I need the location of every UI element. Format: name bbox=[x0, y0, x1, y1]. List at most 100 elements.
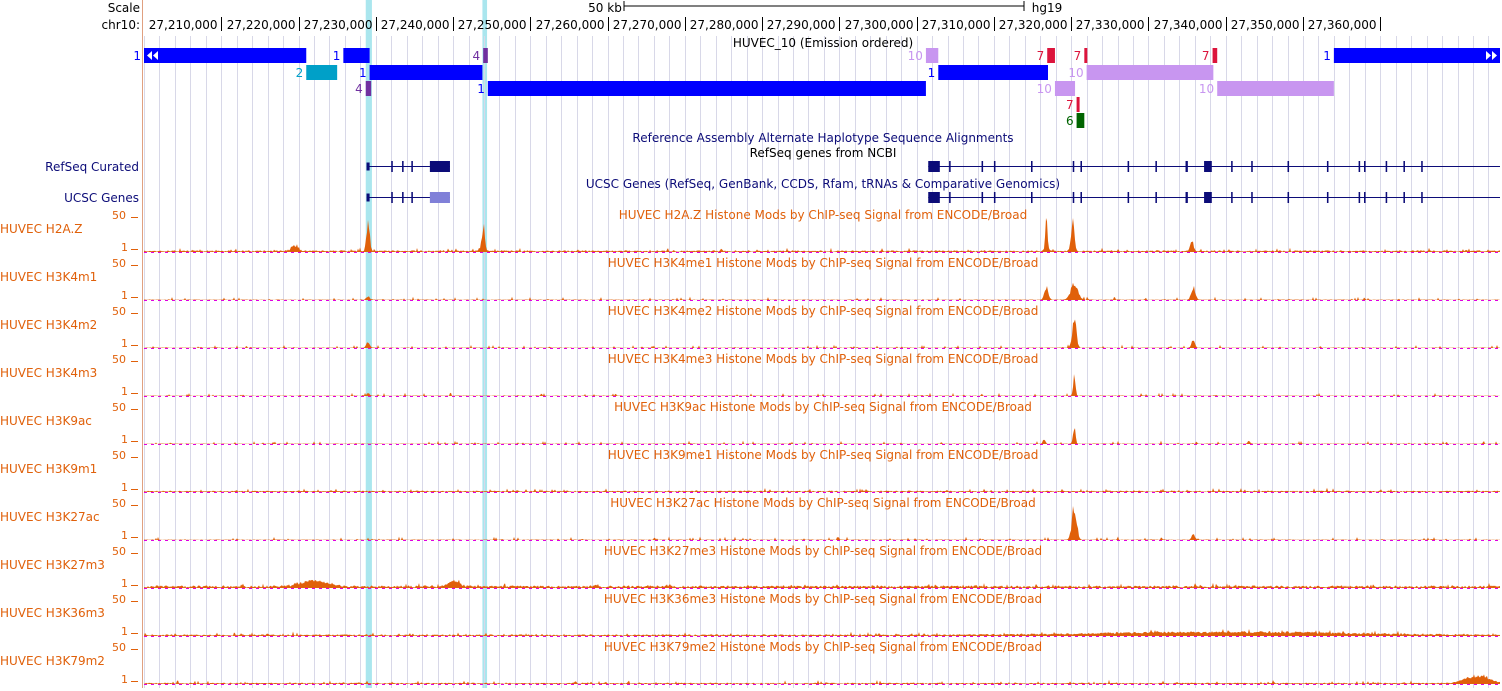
signal-track[interactable]: HUVEC H3K4m1 HUVEC H3K4me1 Histone Mods b… bbox=[0, 256, 1500, 302]
refseq-track[interactable]: RefSeq Curated RefSeq genes from NCBI bbox=[45, 146, 1500, 174]
chromhmm-segment[interactable] bbox=[306, 65, 338, 80]
ruler-track[interactable]: Scale chr10: 50 kb hg19 27,210,000 27,220… bbox=[102, 1, 1381, 32]
gene-exon[interactable] bbox=[1204, 192, 1212, 203]
gene-exon[interactable] bbox=[1364, 161, 1366, 172]
signal-track[interactable]: HUVEC H3K79m2 HUVEC H3K79me2 Histone Mods… bbox=[0, 640, 1500, 686]
gene-exon[interactable] bbox=[1403, 192, 1405, 203]
gene-exon[interactable] bbox=[1231, 192, 1233, 203]
gene-exon[interactable] bbox=[402, 192, 404, 203]
signal-track-label[interactable]: HUVEC H3K4m2 bbox=[0, 318, 97, 332]
chromhmm-segment[interactable] bbox=[1217, 81, 1334, 96]
signal-track-label[interactable]: HUVEC H3K27ac bbox=[0, 510, 100, 524]
gene-exon[interactable] bbox=[1072, 161, 1075, 172]
alt-haplotype-track[interactable]: Reference Assembly Alternate Haplotype S… bbox=[632, 131, 1013, 145]
gene-exon[interactable] bbox=[981, 161, 984, 172]
chromhmm-segment[interactable] bbox=[1084, 48, 1088, 63]
gene-exon[interactable] bbox=[1358, 161, 1361, 172]
gene-exon[interactable] bbox=[1421, 192, 1423, 203]
chromhmm-segment[interactable] bbox=[938, 65, 1048, 80]
signal-track[interactable]: HUVEC H3K27ac HUVEC H3K27ac Histone Mods … bbox=[0, 496, 1500, 542]
signal-track-label[interactable]: HUVEC H3K27m3 bbox=[0, 558, 105, 572]
gene-exon[interactable] bbox=[1251, 192, 1253, 203]
signal-track[interactable]: HUVEC H3K9ac HUVEC H3K9ac Histone Mods by… bbox=[0, 400, 1500, 446]
chromhmm-segment[interactable] bbox=[483, 48, 488, 63]
signal-track-label[interactable]: HUVEC H3K4m1 bbox=[0, 270, 97, 284]
signal-track-label[interactable]: HUVEC H3K9m1 bbox=[0, 462, 97, 476]
chromhmm-segment[interactable] bbox=[1047, 48, 1055, 63]
gene-exon[interactable] bbox=[1287, 161, 1290, 172]
gene-exon[interactable] bbox=[1185, 161, 1188, 172]
gene-exon[interactable] bbox=[1080, 161, 1082, 172]
gene-exon[interactable] bbox=[1364, 192, 1366, 203]
signal-track-label[interactable]: HUVEC H3K79m2 bbox=[0, 654, 105, 668]
signal-track[interactable]: HUVEC H2A.Z HUVEC H2A.Z Histone Mods by C… bbox=[0, 208, 1500, 254]
gene-exon[interactable] bbox=[1287, 192, 1290, 203]
chromhmm-segment[interactable] bbox=[343, 48, 370, 63]
gene-exon[interactable] bbox=[411, 192, 413, 203]
gene-exon[interactable] bbox=[993, 161, 996, 172]
signal-track-label[interactable]: HUVEC H3K36m3 bbox=[0, 606, 105, 620]
chromhmm-segment[interactable] bbox=[1212, 48, 1218, 63]
chromhmm-segment[interactable] bbox=[365, 81, 372, 96]
gene-exon[interactable] bbox=[1385, 192, 1388, 203]
gene-exon[interactable] bbox=[402, 161, 404, 172]
chromhmm-segment[interactable] bbox=[144, 48, 307, 63]
signal-min-label: 1 bbox=[121, 433, 128, 446]
gene-exon[interactable] bbox=[1204, 161, 1212, 172]
gene-exon[interactable] bbox=[981, 192, 984, 203]
chromhmm-segment[interactable] bbox=[1333, 48, 1500, 63]
signal-track-label[interactable]: HUVEC H3K9ac bbox=[0, 414, 92, 428]
signal-track[interactable]: HUVEC H3K36m3 HUVEC H3K36me3 Histone Mods… bbox=[0, 592, 1500, 638]
gene-exon[interactable] bbox=[1326, 161, 1329, 172]
gene-exon[interactable] bbox=[1080, 192, 1082, 203]
signal-track-label[interactable]: HUVEC H3K4m3 bbox=[0, 366, 97, 380]
gene-exon[interactable] bbox=[411, 161, 413, 172]
gene-exon[interactable] bbox=[391, 161, 393, 172]
signal-track[interactable]: HUVEC H3K27m3 HUVEC H3K27me3 Histone Mods… bbox=[0, 544, 1500, 590]
chromhmm-segment[interactable] bbox=[1054, 81, 1076, 96]
gene-exon[interactable] bbox=[391, 192, 393, 203]
signal-track-title: HUVEC H3K4me3 Histone Mods by ChIP-seq S… bbox=[608, 352, 1039, 366]
chromhmm-segment[interactable] bbox=[1076, 97, 1080, 112]
gene-exon[interactable] bbox=[429, 192, 450, 203]
gene-exon[interactable] bbox=[928, 192, 940, 203]
chromhmm-segment[interactable] bbox=[1076, 113, 1085, 128]
refseq-label[interactable]: RefSeq Curated bbox=[45, 160, 139, 174]
gene-exon[interactable] bbox=[949, 192, 951, 203]
chromhmm-segment[interactable] bbox=[925, 48, 939, 63]
gene-exon[interactable] bbox=[949, 161, 951, 172]
gene-exon[interactable] bbox=[993, 192, 996, 203]
gene-exon[interactable] bbox=[1031, 161, 1033, 172]
signal-track[interactable]: HUVEC H3K9m1 HUVEC H3K9me1 Histone Mods b… bbox=[0, 448, 1500, 494]
ucsc-genes-track[interactable]: UCSC Genes UCSC Genes (RefSeq, GenBank, … bbox=[64, 177, 1500, 205]
gene-exon[interactable] bbox=[366, 162, 370, 171]
signal-track[interactable]: HUVEC H3K4m3 HUVEC H3K4me3 Histone Mods b… bbox=[0, 352, 1500, 398]
gene-exon[interactable] bbox=[1358, 192, 1361, 203]
gene-exon[interactable] bbox=[928, 161, 940, 172]
chromhmm-segment[interactable] bbox=[1086, 65, 1214, 80]
signal-tracks[interactable]: HUVEC H2A.Z HUVEC H2A.Z Histone Mods by C… bbox=[0, 208, 1500, 686]
chromhmm-track[interactable]: HUVEC_10 (Emission ordered) 1 1 4 10 7 7 7 12 1 1… bbox=[133, 36, 1500, 128]
signal-track-label[interactable]: HUVEC H2A.Z bbox=[0, 222, 82, 236]
gene-exon[interactable] bbox=[1421, 161, 1423, 172]
signal-track[interactable]: HUVEC H3K4m2 HUVEC H3K4me2 Histone Mods b… bbox=[0, 304, 1500, 350]
gene-exon[interactable] bbox=[1127, 161, 1130, 172]
chromhmm-segment[interactable] bbox=[487, 81, 926, 96]
gene-exon[interactable] bbox=[1155, 192, 1157, 203]
gene-exon[interactable] bbox=[1231, 161, 1233, 172]
gene-exon[interactable] bbox=[1403, 161, 1405, 172]
gene-exon[interactable] bbox=[1385, 161, 1388, 172]
gene-exon[interactable] bbox=[366, 193, 370, 202]
gene-exon[interactable] bbox=[1155, 161, 1157, 172]
gene-exon[interactable] bbox=[429, 161, 450, 172]
gene-exon[interactable] bbox=[1031, 192, 1033, 203]
gene-exon[interactable] bbox=[1326, 192, 1329, 203]
gene-exon[interactable] bbox=[1185, 192, 1188, 203]
gene-exon[interactable] bbox=[1072, 192, 1075, 203]
chromhmm-segment[interactable] bbox=[369, 65, 483, 80]
ucsc-label[interactable]: UCSC Genes bbox=[64, 191, 139, 205]
gene-exon[interactable] bbox=[1251, 161, 1253, 172]
gene-exon[interactable] bbox=[1127, 192, 1130, 203]
